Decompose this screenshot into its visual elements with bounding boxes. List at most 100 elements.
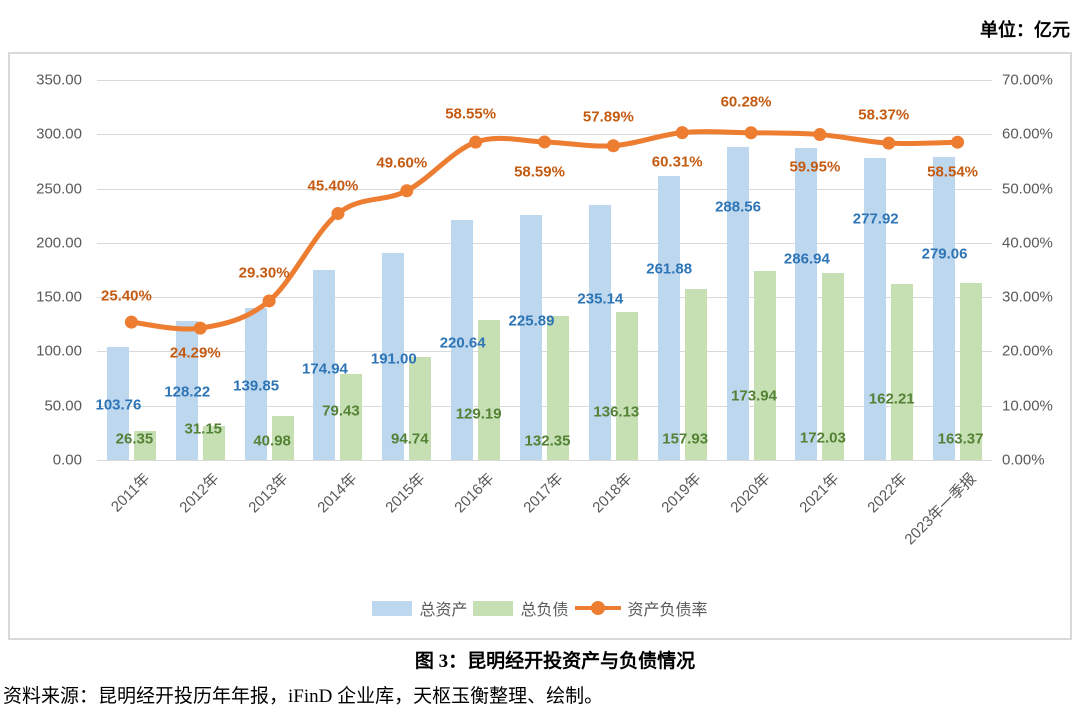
value-label-total-assets: 174.94 (302, 360, 348, 378)
x-axis-label: 2019年 (658, 470, 705, 517)
value-label-total-assets: 286.94 (783, 250, 830, 268)
x-axis-label: 2016年 (451, 470, 498, 517)
right-axis-tick-label: 0.00% (1002, 451, 1045, 469)
value-label-total-liabilities: 172.03 (799, 429, 846, 447)
bar-total-assets (451, 220, 474, 460)
gridline (97, 80, 992, 81)
value-label-total-liabilities: 40.98 (253, 432, 291, 450)
x-axis-label: 2011年 (108, 470, 154, 516)
bar-total-assets (106, 347, 129, 460)
right-axis-tick-label: 50.00% (1002, 180, 1053, 198)
bar-total-liabilities (960, 282, 983, 460)
debt-ratio-line (124, 126, 965, 335)
legend: 总资产 总负债 资产负债率 (10, 596, 1070, 620)
right-axis-tick-label: 10.00% (1002, 397, 1053, 415)
line-point (882, 136, 896, 150)
value-label-debt-ratio: 45.40% (307, 177, 359, 195)
value-label-total-assets: 277.92 (852, 210, 899, 228)
left-axis-tick-label: 0.00 (52, 451, 82, 469)
gridline (97, 188, 992, 190)
bar-total-assets (657, 175, 680, 460)
line-point (400, 184, 414, 198)
legend-swatch-total-assets (372, 600, 413, 616)
source-note: 资料来源：昆明经开投历年年报，iFinD 企业库，天枢玉衡整理、绘制。 (3, 686, 604, 707)
value-label-total-liabilities: 163.37 (937, 430, 984, 448)
value-label-debt-ratio: 58.54% (927, 163, 978, 181)
value-label-debt-ratio: 29.30% (238, 264, 290, 282)
legend-label-total-assets: 总资产 (419, 602, 468, 619)
bar-total-liabilities (615, 312, 638, 460)
chart-panel: 350.00 70.00% 300.00 60.00% 250.00 50.00% 200.… (8, 52, 1072, 640)
line-point (813, 128, 827, 142)
line-point (331, 207, 345, 221)
value-label-debt-ratio: 58.55% (445, 105, 497, 123)
line-point (262, 294, 276, 308)
gridline (97, 351, 992, 353)
legend-line-dot (590, 601, 605, 615)
legend-item-debt-ratio: 资产负债率 (574, 596, 708, 620)
value-label-debt-ratio: 24.29% (169, 344, 221, 362)
x-axis-label: 2023年一季报 (901, 470, 980, 549)
value-label-total-assets: 220.64 (439, 334, 486, 352)
right-axis-tick-label: 40.00% (1002, 234, 1053, 252)
left-axis-tick-label: 350.00 (36, 71, 82, 89)
bar-total-liabilities (478, 319, 501, 460)
gridline (97, 134, 992, 136)
bar-total-assets (726, 146, 749, 460)
left-axis-tick-label: 300.00 (36, 125, 82, 143)
value-label-total-assets: 288.56 (715, 198, 761, 216)
right-axis-tick-label: 20.00% (1002, 342, 1053, 360)
bar-total-assets (588, 204, 611, 460)
gridline (97, 242, 992, 244)
x-axis-label: 2022年 (864, 470, 911, 517)
left-axis-tick-label: 100.00 (36, 342, 82, 360)
line-point (469, 135, 483, 149)
line-point (675, 126, 689, 140)
value-label-total-assets: 128.22 (164, 383, 211, 401)
left-axis-tick-label: 250.00 (36, 180, 82, 198)
value-label-total-liabilities: 157.93 (662, 430, 709, 448)
line-point (538, 135, 551, 149)
x-axis-label: 2015年 (382, 470, 429, 517)
bar-total-liabilities (271, 415, 294, 460)
value-label-debt-ratio: 60.31% (651, 153, 703, 171)
line-point (951, 135, 965, 149)
value-label-total-assets: 261.88 (646, 260, 693, 278)
value-label-debt-ratio: 59.95% (789, 158, 841, 176)
legend-item-total-assets: 总资产 (372, 596, 467, 620)
line-point (193, 321, 207, 335)
bar-total-assets (382, 252, 405, 460)
value-label-total-liabilities: 31.15 (184, 420, 223, 438)
bar-total-liabilities (753, 271, 776, 460)
value-label-debt-ratio: 58.59% (514, 163, 565, 181)
value-label-total-liabilities: 173.94 (731, 387, 777, 405)
bar-total-liabilities (202, 426, 225, 460)
figure-caption: 图 3：昆明经开投资产与负债情况 (414, 651, 696, 672)
x-axis-label: 2012年 (176, 470, 223, 517)
legend-label-debt-ratio: 资产负债率 (627, 602, 708, 619)
value-label-debt-ratio: 58.37% (858, 106, 910, 124)
gridline (97, 297, 992, 299)
gridline (97, 460, 992, 461)
value-label-total-assets: 279.06 (921, 245, 968, 263)
bar-total-liabilities (340, 373, 363, 460)
value-label-debt-ratio: 57.89% (582, 108, 634, 126)
line-point (606, 139, 620, 153)
x-axis-label: 2021年 (795, 470, 843, 517)
value-label-total-assets: 235.14 (577, 290, 624, 308)
plot-area: 350.00 70.00% 300.00 60.00% 250.00 50.00% 200.… (10, 54, 1070, 638)
x-axis-label: 2017年 (520, 470, 567, 517)
value-label-total-liabilities: 132.35 (524, 432, 571, 450)
left-axis-tick-label: 50.00 (44, 397, 82, 415)
value-label-total-liabilities: 94.74 (391, 430, 429, 448)
value-label-total-liabilities: 79.43 (322, 402, 360, 420)
value-label-debt-ratio: 25.40% (100, 287, 152, 305)
bar-total-liabilities (409, 357, 432, 460)
bar-total-assets (933, 157, 956, 460)
x-axis-label: 2018年 (589, 470, 636, 517)
value-label-total-liabilities: 162.21 (868, 390, 915, 408)
bar-total-assets (520, 214, 542, 460)
bar-total-liabilities (891, 283, 914, 460)
bar-total-assets (795, 148, 818, 460)
bar-total-assets (864, 158, 887, 460)
